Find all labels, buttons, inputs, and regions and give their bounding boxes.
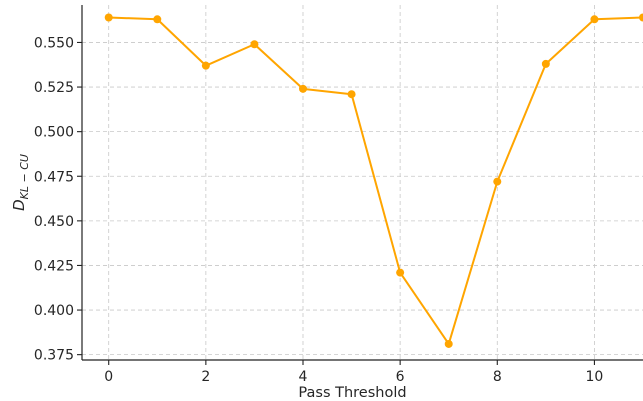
y-axis-label-main: D xyxy=(10,199,28,211)
x-tick-label: 2 xyxy=(201,369,210,385)
data-point xyxy=(299,84,307,93)
y-tick-label: 0.550 xyxy=(34,35,74,51)
data-point xyxy=(347,90,356,99)
data-point xyxy=(104,13,113,22)
x-tick-label: 10 xyxy=(586,369,604,385)
data-point xyxy=(590,15,599,24)
series xyxy=(104,13,643,348)
y-tick-label: 0.450 xyxy=(34,214,74,230)
y-axis-label: DKL − CU xyxy=(10,154,31,211)
data-point xyxy=(541,59,550,68)
y-tick-label: 0.425 xyxy=(34,258,74,274)
x-tick-label: 4 xyxy=(299,369,308,385)
data-point xyxy=(444,339,453,348)
y-tick-label: 0.525 xyxy=(34,80,74,96)
data-point xyxy=(250,40,259,49)
x-axis-label: Pass Threshold xyxy=(298,385,406,401)
y-tick-label: 0.400 xyxy=(34,303,74,319)
y-tick-label: 0.375 xyxy=(34,348,74,364)
data-point xyxy=(153,15,162,24)
data-point xyxy=(201,61,210,70)
x-tick-label: 0 xyxy=(104,369,113,385)
series-line xyxy=(108,16,643,345)
data-point xyxy=(639,13,643,22)
data-point xyxy=(493,177,502,186)
grid xyxy=(82,5,643,360)
y-tick-label: 0.500 xyxy=(34,125,74,141)
y-tick-label: 0.475 xyxy=(34,169,74,185)
y-axis-label-subscript: KL − CU xyxy=(18,154,31,199)
axes xyxy=(81,5,643,361)
x-tick-label: 6 xyxy=(396,369,405,385)
x-tick-label: 8 xyxy=(493,369,502,385)
ticks: 0 2 4 6 8 10 0.375 0.400 0.425 0.450 0.475 0.500 0.5… xyxy=(34,35,603,385)
data-point xyxy=(396,268,405,277)
